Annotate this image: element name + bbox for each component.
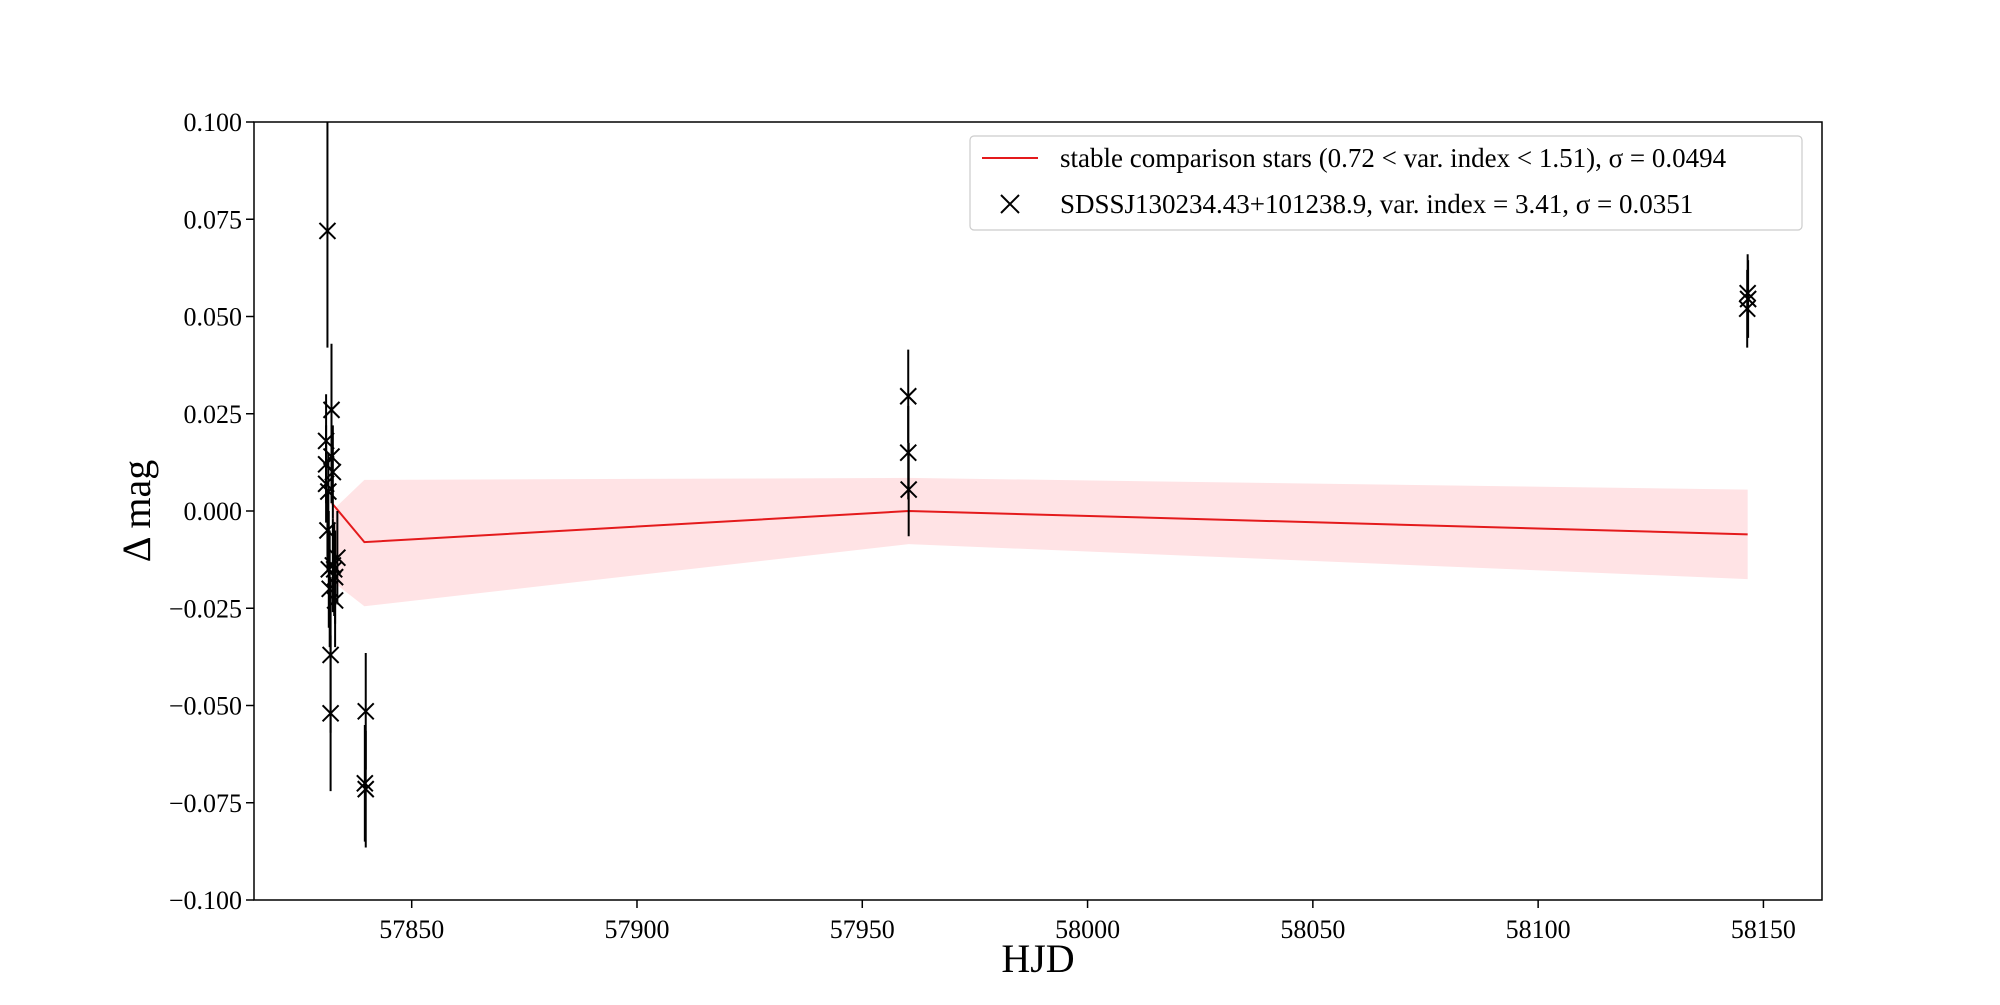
x-marker [318, 222, 337, 240]
x-tick-label: 57900 [604, 915, 669, 944]
data-point [1738, 269, 1756, 348]
data-point [321, 635, 340, 792]
x-marker [899, 387, 917, 405]
x-tick-label: 58150 [1731, 915, 1796, 944]
data-point [318, 122, 337, 348]
y-tick-label: −0.100 [169, 886, 242, 915]
y-axis-ticks: 0.100 0.075 0.050 0.025 0.000 −0.025 −0.050 −0.… [169, 108, 254, 915]
x-marker [326, 591, 344, 610]
data-point [326, 553, 344, 648]
x-tick-label: 58100 [1506, 915, 1571, 944]
comparison-stars-line [331, 502, 1748, 544]
data-point [322, 409, 341, 504]
y-tick-label: 0.025 [184, 400, 243, 429]
confidence-band-layer [331, 477, 1748, 607]
data-point [324, 425, 342, 519]
confidence-band [331, 477, 1748, 607]
x-marker [357, 780, 375, 798]
x-tick-label: 58050 [1280, 915, 1345, 944]
data-point [328, 511, 347, 605]
legend-box [969, 135, 1803, 231]
x-marker [322, 447, 341, 466]
x-tick-label: 58000 [1055, 915, 1120, 944]
x-axis-title: HJD [1001, 936, 1074, 981]
data-point [357, 730, 375, 848]
legend: stable comparison stars (0.72 < var. ind… [969, 135, 1803, 231]
x-marker [357, 702, 375, 721]
x-marker [1738, 300, 1756, 318]
y-tick-label: 0.000 [184, 497, 243, 526]
y-tick-label: −0.025 [169, 594, 242, 623]
y-tick-label: 0.050 [184, 303, 243, 332]
legend-x-marker-swatch [1000, 194, 1020, 214]
x-marker [324, 463, 342, 481]
x-marker [321, 704, 340, 722]
x-tick-label: 57850 [379, 915, 444, 944]
legend-label-comparison: stable comparison stars (0.72 < var. ind… [1060, 143, 1727, 173]
x-marker [899, 480, 918, 499]
x-axis-ticks: 57850 57900 57950 58000 58050 58100 58150 [379, 900, 1796, 944]
legend-label-target: SDSSJ130234.43+101238.9, var. index = 3.… [1060, 189, 1693, 219]
y-tick-label: 0.100 [184, 108, 243, 137]
y-tick-label: 0.075 [184, 205, 243, 234]
y-axis-title: Δ mag [114, 460, 159, 562]
comparison-line-layer [331, 502, 1748, 544]
x-marker [328, 548, 347, 567]
y-tick-label: −0.075 [169, 789, 242, 818]
y-tick-label: −0.050 [169, 692, 242, 721]
x-tick-label: 57950 [830, 915, 895, 944]
data-point [899, 442, 918, 537]
data-points-layer [317, 122, 1757, 848]
legend-x-marker [1000, 194, 1020, 214]
